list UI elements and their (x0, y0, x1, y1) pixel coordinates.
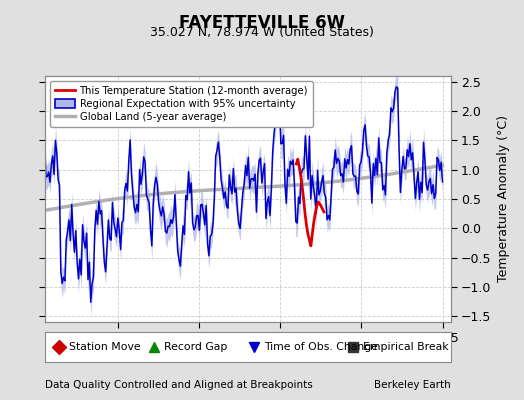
Text: FAYETTEVILLE 6W: FAYETTEVILLE 6W (179, 14, 345, 32)
Text: Data Quality Controlled and Aligned at Breakpoints: Data Quality Controlled and Aligned at B… (45, 380, 312, 390)
Text: Empirical Break: Empirical Break (363, 342, 449, 352)
Y-axis label: Temperature Anomaly (°C): Temperature Anomaly (°C) (497, 116, 510, 282)
Text: Time of Obs. Change: Time of Obs. Change (264, 342, 378, 352)
Text: Station Move: Station Move (69, 342, 140, 352)
Text: Record Gap: Record Gap (165, 342, 228, 352)
Text: 35.027 N, 78.974 W (United States): 35.027 N, 78.974 W (United States) (150, 26, 374, 39)
Legend: This Temperature Station (12-month average), Regional Expectation with 95% uncer: This Temperature Station (12-month avera… (50, 81, 313, 127)
Text: Berkeley Earth: Berkeley Earth (374, 380, 451, 390)
